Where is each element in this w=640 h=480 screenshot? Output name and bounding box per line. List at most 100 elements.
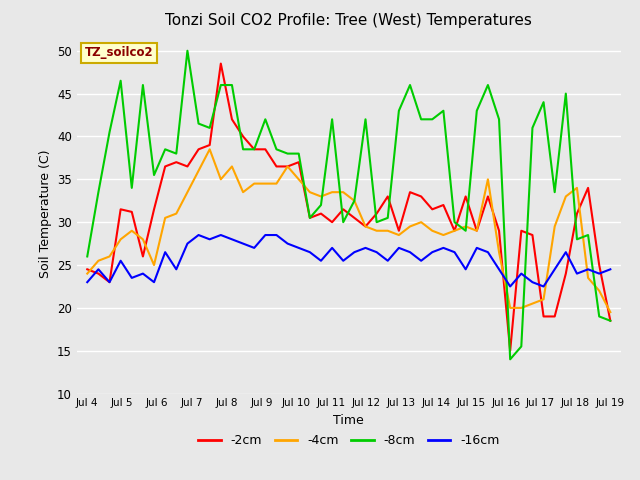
-16cm [395,245,403,251]
Line: -16cm: -16cm [87,235,611,287]
-8cm [262,117,269,122]
-16cm [473,245,481,251]
-4cm [351,198,358,204]
-8cm [417,117,425,122]
-8cm [284,151,291,156]
Title: Tonzi Soil CO2 Profile: Tree (West) Temperatures: Tonzi Soil CO2 Profile: Tree (West) Temp… [165,13,532,28]
-16cm [228,237,236,242]
-2cm [372,211,380,216]
-2cm [540,313,547,319]
-2cm [161,164,169,169]
-4cm [495,249,503,255]
-16cm [362,245,369,251]
-8cm [306,215,314,221]
-4cm [417,219,425,225]
-2cm [250,146,258,152]
-8cm [584,232,592,238]
-2cm [83,266,91,272]
-2cm [551,313,559,319]
-16cm [428,249,436,255]
-4cm [317,193,325,199]
-16cm [595,271,603,276]
-16cm [239,241,247,247]
-8cm [362,117,369,122]
-16cm [106,279,113,285]
-8cm [540,99,547,105]
Text: TZ_soilco2: TZ_soilco2 [85,46,154,59]
-16cm [372,249,380,255]
-16cm [540,284,547,289]
-8cm [217,82,225,88]
-16cm [262,232,269,238]
-16cm [206,237,214,242]
-2cm [417,193,425,199]
-4cm [484,177,492,182]
-16cm [529,279,536,285]
-8cm [351,198,358,204]
-16cm [406,249,414,255]
-4cm [172,211,180,216]
-2cm [328,219,336,225]
-2cm [117,206,125,212]
-4cm [518,305,525,311]
-8cm [172,151,180,156]
-4cm [161,215,169,221]
-8cm [317,202,325,208]
-4cm [128,228,136,234]
-8cm [117,78,125,84]
-16cm [417,258,425,264]
-16cm [607,266,614,272]
-2cm [462,193,470,199]
-8cm [595,313,603,319]
-16cm [462,266,470,272]
-2cm [306,215,314,221]
-16cm [117,258,125,264]
-8cm [440,108,447,114]
-2cm [217,60,225,66]
-8cm [573,237,580,242]
-8cm [495,117,503,122]
-4cm [428,228,436,234]
-16cm [484,249,492,255]
-2cm [317,211,325,216]
-2cm [206,142,214,148]
Y-axis label: Soil Temperature (C): Soil Temperature (C) [38,149,51,278]
-8cm [83,253,91,259]
-4cm [139,237,147,242]
-16cm [551,266,559,272]
-8cm [128,185,136,191]
-2cm [529,232,536,238]
-8cm [484,82,492,88]
-4cm [607,309,614,315]
-4cm [595,288,603,294]
-16cm [83,279,91,285]
-8cm [239,146,247,152]
-4cm [451,228,458,234]
-4cm [106,253,113,259]
-4cm [228,164,236,169]
-8cm [106,129,113,135]
-4cm [529,300,536,306]
-16cm [573,271,580,276]
-4cm [306,189,314,195]
-4cm [150,262,158,268]
-4cm [95,258,102,264]
-4cm [206,146,214,152]
-4cm [540,297,547,302]
-16cm [440,245,447,251]
-4cm [239,189,247,195]
-8cm [195,120,202,126]
-2cm [228,117,236,122]
-4cm [584,275,592,281]
-4cm [551,224,559,229]
-2cm [284,164,291,169]
-16cm [184,241,191,247]
-8cm [529,125,536,131]
-16cm [584,266,592,272]
-8cm [607,318,614,324]
-2cm [428,206,436,212]
-16cm [506,284,514,289]
-2cm [339,206,347,212]
-4cm [506,305,514,311]
-4cm [440,232,447,238]
